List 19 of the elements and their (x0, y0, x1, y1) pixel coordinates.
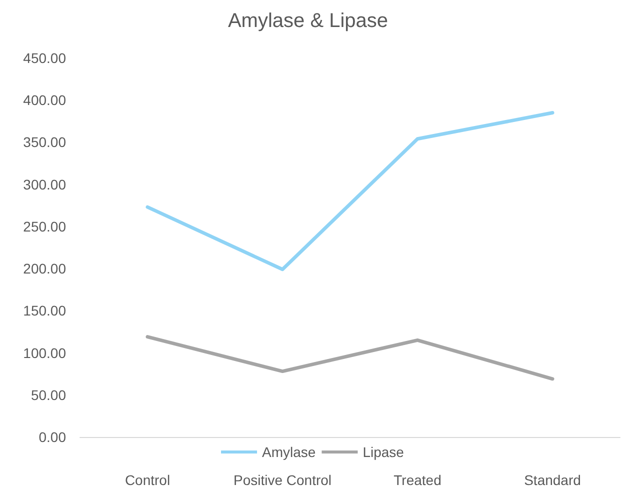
legend-label: Lipase (362, 444, 404, 460)
y-tick-label: 250.00 (23, 218, 66, 234)
y-tick-label: 0.00 (38, 429, 66, 445)
x-tick-label: Control (124, 472, 170, 488)
y-tick-label: 50.00 (30, 386, 66, 403)
legend-label: Amylase (262, 444, 316, 460)
x-tick-label: Standard (524, 472, 581, 488)
y-tick-label: 300.00 (23, 176, 66, 192)
y-tick-label: 350.00 (23, 134, 66, 150)
y-tick-label: 100.00 (23, 344, 66, 361)
y-tick-label: 150.00 (23, 302, 66, 319)
line-series (146, 335, 554, 381)
line-series (146, 110, 554, 272)
x-tick-label: Treated (394, 472, 442, 488)
chart-title: Amylase & Lipase (228, 10, 388, 32)
y-tick-label: 400.00 (23, 92, 66, 108)
x-tick-label: Positive Control (233, 472, 332, 488)
y-tick-label: 450.00 (23, 50, 66, 66)
y-tick-label: 200.00 (23, 260, 66, 277)
